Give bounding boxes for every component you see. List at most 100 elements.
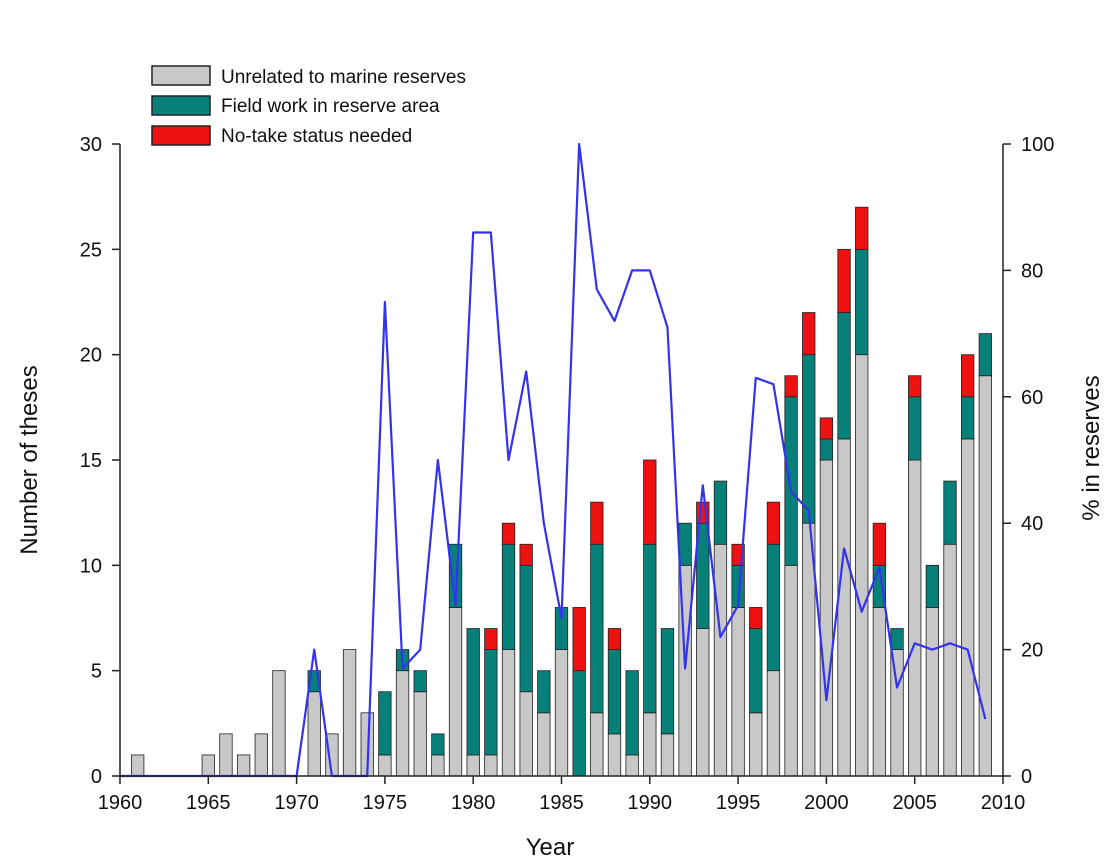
- bar-fieldwork-2006: [925, 564, 940, 608]
- bar-notake-1982: [501, 522, 516, 545]
- bar-notake-2005: [908, 375, 922, 398]
- x-axis-title: Year: [526, 834, 575, 861]
- bar-fieldwork-2000: [819, 438, 834, 461]
- bar-fieldwork-1986: [572, 670, 586, 777]
- bar-notake-1999: [802, 312, 816, 356]
- bar-fieldwork-1989: [625, 670, 639, 756]
- bar-unrelated-2001: [837, 438, 851, 777]
- bar-unrelated-1968: [254, 733, 268, 777]
- x-tick-label-1960: 1960: [98, 792, 143, 814]
- bar-unrelated-1966: [219, 733, 233, 777]
- bar-unrelated-1976: [395, 670, 410, 777]
- bar-unrelated-1973: [342, 649, 357, 777]
- bar-fieldwork-2001: [837, 312, 851, 440]
- bar-fieldwork-2004: [890, 628, 904, 651]
- bar-unrelated-1988: [607, 733, 622, 777]
- bar-unrelated-2002: [855, 354, 869, 777]
- bar-fieldwork-1980: [466, 628, 480, 756]
- bar-notake-2001: [837, 248, 851, 313]
- y-right-tick-label-100: 100: [1021, 134, 1054, 156]
- legend-label-fieldwork: Field work in reserve area: [221, 96, 440, 117]
- bar-unrelated-1984: [537, 712, 551, 777]
- bar-fieldwork-1990: [643, 543, 657, 714]
- bar-fieldwork-1994: [713, 480, 728, 545]
- bar-unrelated-1969: [272, 670, 286, 777]
- bar-notake-1981: [484, 628, 498, 651]
- bar-unrelated-2007: [943, 543, 957, 777]
- x-tick-label-1965: 1965: [186, 792, 231, 814]
- bar-unrelated-1978: [431, 754, 445, 777]
- bar-unrelated-1997: [766, 670, 781, 777]
- y-left-tick-label-30: 30: [80, 134, 102, 156]
- y-axis-right-title: % in reserves: [1078, 375, 1105, 520]
- bar-unrelated-1989: [625, 754, 639, 777]
- bar-notake-2008: [961, 354, 975, 398]
- legend-label-unrelated: Unrelated to marine reserves: [221, 67, 466, 88]
- bar-notake-1987: [590, 501, 604, 545]
- bar-unrelated-2008: [961, 438, 975, 777]
- y-right-tick-label-20: 20: [1021, 640, 1043, 662]
- bar-fieldwork-2005: [908, 396, 922, 461]
- bar-unrelated-1979: [448, 607, 463, 777]
- bar-unrelated-2006: [925, 607, 940, 777]
- bar-fieldwork-1975: [378, 691, 392, 756]
- x-tick-label-1980: 1980: [451, 792, 496, 814]
- bar-unrelated-1980: [466, 754, 480, 777]
- legend-swatch-notake: [151, 125, 211, 146]
- bar-fieldwork-1988: [607, 649, 622, 735]
- y-right-tick-label-80: 80: [1021, 260, 1043, 282]
- bar-fieldwork-1982: [501, 543, 516, 651]
- bar-notake-1996: [749, 607, 763, 629]
- bar-notake-1983: [519, 543, 533, 566]
- bar-unrelated-1998: [784, 564, 798, 777]
- bar-unrelated-1983: [519, 691, 533, 777]
- bar-notake-1986: [572, 607, 586, 672]
- bar-unrelated-1961: [131, 754, 145, 777]
- axes-layer: 1960 1965 1970 1975 1980 1985 1990 1995 2000 2005…: [80, 134, 1055, 814]
- bar-fieldwork-2007: [943, 480, 957, 545]
- bar-notake-2003: [872, 522, 887, 566]
- bar-unrelated-2004: [890, 649, 904, 777]
- bar-unrelated-1996: [749, 712, 763, 777]
- bar-unrelated-1967: [236, 754, 251, 777]
- bar-fieldwork-2002: [855, 248, 869, 356]
- y-axis-left-title: Number of theses: [16, 365, 43, 554]
- y-left-tick-label-15: 15: [80, 450, 102, 472]
- legend-swatch-fieldwork: [151, 95, 211, 116]
- bar-fieldwork-1991: [660, 628, 675, 735]
- x-tick-label-1995: 1995: [716, 792, 761, 814]
- y-left-tick-label-5: 5: [91, 661, 102, 683]
- bar-unrelated-1965: [201, 754, 215, 777]
- bar-notake-2002: [855, 206, 869, 250]
- bar-fieldwork-1984: [537, 670, 551, 714]
- bar-unrelated-1977: [413, 691, 427, 777]
- bar-fieldwork-2009: [978, 333, 992, 377]
- bar-unrelated-1975: [378, 754, 392, 777]
- bar-notake-1990: [643, 459, 657, 545]
- legend-swatch-unrelated: [151, 65, 211, 86]
- bar-fieldwork-1987: [590, 543, 604, 714]
- bar-fieldwork-1977: [413, 670, 427, 693]
- y-left-tick-label-0: 0: [91, 766, 102, 788]
- legend-label-notake: No-take status needed: [221, 126, 412, 147]
- bar-fieldwork-1999: [802, 354, 816, 524]
- y-left-tick-label-20: 20: [80, 345, 102, 367]
- bars-layer: [131, 206, 992, 777]
- y-right-tick-label-40: 40: [1021, 513, 1043, 535]
- bar-unrelated-1995: [731, 607, 745, 777]
- legend: Unrelated to marine reserves Field work …: [130, 20, 568, 185]
- x-tick-label-2000: 2000: [804, 792, 849, 814]
- bar-unrelated-1982: [501, 649, 516, 777]
- bar-unrelated-1987: [590, 712, 604, 777]
- y-left-tick-label-10: 10: [80, 555, 102, 577]
- bar-unrelated-1981: [484, 754, 498, 777]
- bar-unrelated-1990: [643, 712, 657, 777]
- x-tick-label-1975: 1975: [363, 792, 408, 814]
- bar-fieldwork-1981: [484, 649, 498, 756]
- bar-fieldwork-1983: [519, 564, 533, 693]
- bar-unrelated-1994: [713, 543, 728, 777]
- x-tick-label-1990: 1990: [628, 792, 673, 814]
- bar-unrelated-2003: [872, 607, 887, 777]
- bar-fieldwork-1978: [431, 733, 445, 756]
